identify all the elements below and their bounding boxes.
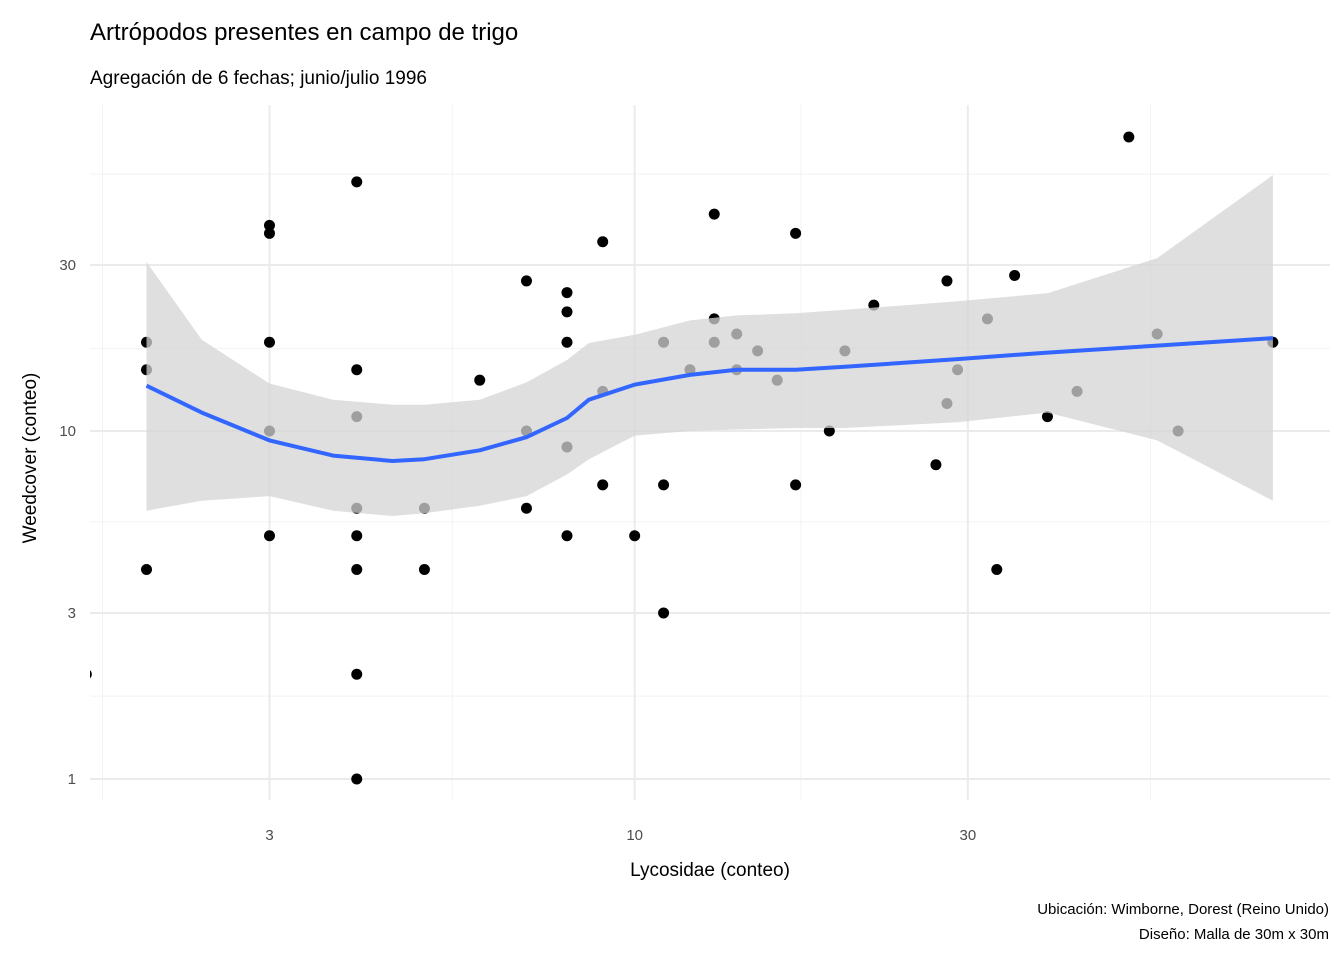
- y-tick-label: 10: [59, 423, 76, 440]
- confidence-band: [146, 175, 1273, 516]
- chart-title: Artrópodos presentes en campo de trigo: [90, 19, 518, 46]
- data-point: [90, 670, 92, 679]
- data-point: [351, 773, 363, 785]
- x-tick-label: 10: [626, 827, 643, 844]
- data-point: [520, 275, 532, 287]
- data-point: [351, 364, 363, 376]
- data-point: [597, 479, 609, 491]
- tick-labels: 3 10 30 1 3 10 30: [59, 257, 976, 844]
- data-point: [263, 530, 275, 542]
- data-point: [991, 563, 1003, 575]
- data-point: [263, 219, 275, 231]
- data-point: [418, 563, 430, 575]
- data-point: [351, 668, 363, 680]
- data-point: [708, 208, 720, 220]
- data-point: [263, 336, 275, 348]
- data-point: [629, 530, 641, 542]
- y-tick-label: 30: [59, 257, 76, 274]
- data-point: [1041, 411, 1053, 423]
- y-tick-label: 3: [68, 605, 76, 622]
- data-point: [351, 176, 363, 188]
- x-axis-title: Lycosidae (conteo): [630, 860, 790, 881]
- y-tick-label: 1: [68, 771, 76, 788]
- data-point: [561, 336, 573, 348]
- data-point: [823, 425, 835, 437]
- data-point: [941, 275, 953, 287]
- chart-subtitle: Agregación de 6 fechas; junio/julio 1996: [90, 68, 427, 89]
- data-point: [658, 479, 670, 491]
- data-point: [351, 563, 363, 575]
- data-point: [561, 306, 573, 318]
- data-point: [597, 236, 609, 248]
- x-tick-label: 30: [960, 827, 977, 844]
- data-point: [520, 502, 532, 514]
- data-point: [474, 374, 486, 386]
- data-point: [561, 287, 573, 299]
- data-point: [658, 607, 670, 619]
- caption-line-1: Ubicación: Wimborne, Dorest (Reino Unido…: [1037, 901, 1329, 918]
- data-point: [263, 227, 275, 239]
- data-point: [1009, 269, 1021, 281]
- data-point: [790, 479, 802, 491]
- x-tick-label: 3: [265, 827, 273, 844]
- data-point: [1123, 131, 1135, 143]
- data-point: [930, 459, 942, 471]
- data-point: [141, 563, 153, 575]
- y-axis-title: Weedcover (conteo): [20, 373, 41, 544]
- caption-line-2: Diseño: Malla de 30m x 30m: [1139, 926, 1329, 943]
- data-point: [561, 530, 573, 542]
- smooth-line: [145, 336, 1274, 463]
- data-point: [790, 227, 802, 239]
- data-point: [351, 530, 363, 542]
- confidence-band-group: [145, 175, 1274, 516]
